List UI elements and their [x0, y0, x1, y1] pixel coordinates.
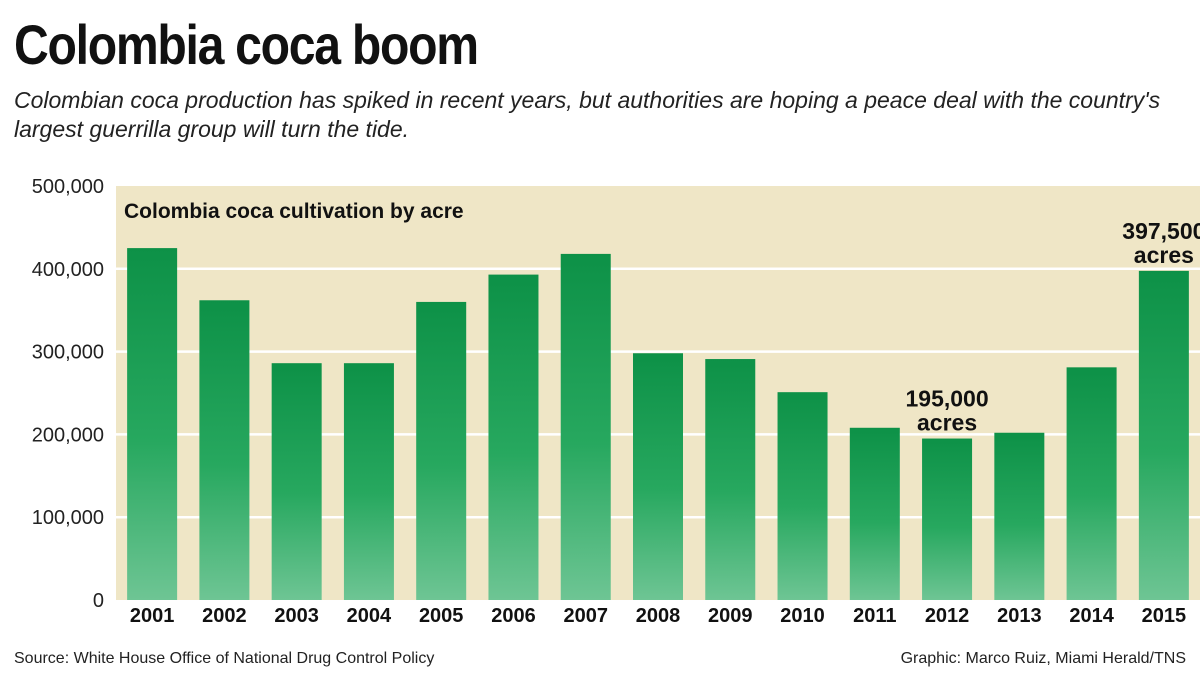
x-tick-label: 2007 — [563, 605, 608, 627]
bar-2006 — [488, 274, 539, 600]
bar-2015 — [1138, 270, 1189, 600]
graphic-credit: Graphic: Marco Ruiz, Miami Herald/TNS — [900, 650, 1186, 667]
annotation-2015: 397,500 — [1122, 218, 1200, 244]
bar-2012 — [922, 438, 973, 600]
y-tick-label: 300,000 — [32, 342, 104, 364]
x-tick-label: 2001 — [130, 605, 175, 627]
x-tick-label: 2012 — [925, 605, 970, 627]
x-tick-label: 2002 — [202, 605, 247, 627]
bar-2005 — [416, 301, 467, 600]
x-tick-label: 2006 — [491, 605, 536, 627]
bar-2009 — [705, 359, 756, 600]
bar-2001 — [127, 248, 178, 600]
y-tick-label: 500,000 — [32, 176, 104, 198]
x-tick-label: 2009 — [708, 605, 753, 627]
y-tick-label: 0 — [93, 590, 104, 612]
x-tick-label: 2008 — [636, 605, 681, 627]
bar-2002 — [199, 300, 250, 600]
bar-2004 — [343, 363, 394, 600]
x-tick-label: 2015 — [1142, 605, 1187, 627]
source-note: Source: White House Office of National D… — [14, 650, 435, 667]
annotation-2012: 195,000 — [905, 386, 988, 412]
x-tick-label: 2013 — [997, 605, 1042, 627]
x-tick-label: 2014 — [1069, 605, 1114, 627]
bar-2014 — [1066, 367, 1117, 600]
x-tick-label: 2010 — [780, 605, 825, 627]
bar-2008 — [633, 353, 683, 600]
bar-2011 — [849, 427, 900, 600]
page-title: Colombia coca boom — [14, 13, 479, 76]
x-tick-label: 2003 — [274, 605, 319, 627]
x-tick-label: 2004 — [347, 605, 392, 627]
annotation-2015: acres — [1134, 242, 1194, 268]
y-tick-label: 100,000 — [32, 507, 104, 529]
bar-2007 — [560, 253, 611, 600]
bar-2013 — [994, 432, 1045, 600]
chart-title: Colombia coca cultivation by acre — [124, 200, 464, 223]
y-tick-label: 200,000 — [32, 424, 104, 446]
annotation-2012: acres — [917, 410, 977, 436]
bar-2010 — [777, 392, 828, 600]
y-tick-label: 400,000 — [32, 259, 104, 281]
x-tick-label: 2005 — [419, 605, 464, 627]
page-subtitle: Colombian coca production has spiked in … — [14, 87, 1161, 142]
bar-2003 — [271, 363, 322, 600]
x-tick-label: 2011 — [853, 605, 896, 627]
